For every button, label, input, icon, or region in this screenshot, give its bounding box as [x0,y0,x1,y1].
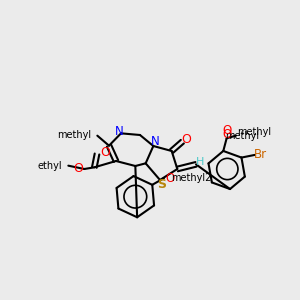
Text: methyl: methyl [57,130,91,140]
Text: methyl: methyl [225,130,259,141]
Text: O: O [74,163,83,176]
Text: O: O [100,146,110,159]
Text: O: O [223,124,232,137]
Text: S: S [157,178,166,191]
Text: O: O [222,128,231,141]
Text: N: N [115,125,124,138]
Text: methyl: methyl [237,127,272,137]
Text: methyl2: methyl2 [171,173,212,183]
Text: O: O [165,172,174,184]
Text: ethyl: ethyl [37,161,62,171]
Text: H: H [196,157,204,167]
Text: Br: Br [254,148,267,161]
Text: O: O [182,134,192,146]
Text: N: N [151,136,159,148]
